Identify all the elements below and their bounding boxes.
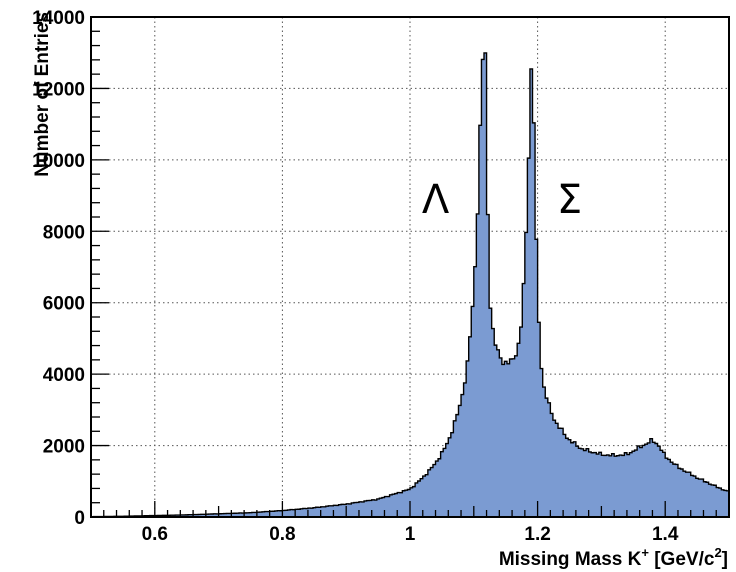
y-axis-title: Number of Entries	[32, 12, 53, 177]
x-axis-title-unit: [GeV/c	[649, 549, 715, 570]
x-tick-label: 1	[405, 524, 416, 545]
x-axis-title-unit-end: ]	[722, 549, 728, 570]
x-tick-labels: 0.6 0.8 1 1.2 1.4	[142, 524, 679, 545]
y-tick-labels: 0 2000 4000 6000 8000 10000 12000 14000	[32, 8, 85, 529]
grid-lines	[91, 17, 729, 517]
histogram-outline	[91, 52, 729, 518]
y-tick-label: 14000	[32, 8, 85, 29]
y-tick-label: 12000	[32, 79, 85, 100]
y-ticks	[91, 16, 109, 518]
x-tick-label: 1.4	[652, 524, 679, 545]
plot-frame	[90, 16, 730, 518]
lambda-annotation: Λ	[422, 177, 450, 223]
x-axis-title-sup: +	[641, 545, 649, 560]
y-tick-label: 2000	[43, 437, 85, 458]
y-tick-label: 8000	[43, 222, 85, 243]
y-tick-label: 4000	[43, 365, 85, 386]
x-axis-title: Missing Mass K+ [GeV/c2]	[499, 545, 728, 570]
histogram-area	[91, 52, 729, 518]
y-tick-label: 10000	[32, 151, 85, 172]
x-tick-label: 0.8	[269, 524, 295, 545]
sigma-annotation: Σ	[557, 177, 582, 223]
y-tick-label: 0	[74, 508, 85, 529]
x-tick-label: 0.6	[142, 524, 168, 545]
x-ticks	[90, 501, 730, 517]
x-axis-title-unit-sup: 2	[714, 545, 721, 560]
x-tick-label: 1.2	[524, 524, 550, 545]
x-axis-title-main: Missing Mass K	[499, 549, 642, 570]
y-tick-label: 6000	[43, 294, 85, 315]
